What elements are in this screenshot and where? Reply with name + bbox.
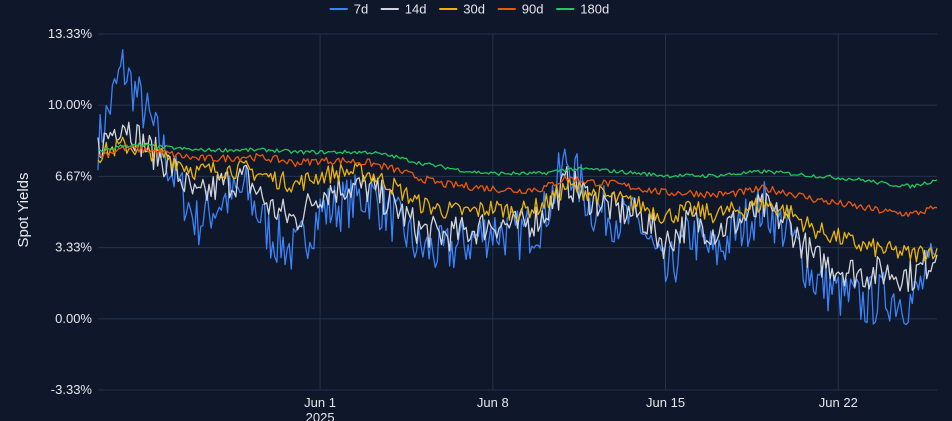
series-line-180d (97, 143, 938, 189)
y-tick-label: 3.33% (55, 240, 92, 255)
x-tick-sublabel: 2025 (306, 410, 335, 421)
legend-label: 7d (354, 2, 368, 17)
series-line-90d (97, 144, 938, 218)
series-line-30d (97, 136, 938, 263)
series-line-7d (97, 49, 938, 326)
legend-item-14d[interactable]: 14d (380, 2, 427, 17)
y-tick-label: 10.00% (48, 97, 93, 112)
series-lines (97, 49, 938, 326)
legend-item-180d[interactable]: 180d (556, 2, 609, 17)
y-axis-title: Spot Yields (15, 172, 32, 247)
legend-label: 30d (463, 2, 485, 17)
series-line-14d (97, 121, 938, 293)
legend-item-90d[interactable]: 90d (497, 2, 544, 17)
legend-item-7d[interactable]: 7d (329, 2, 368, 17)
x-tick-label: Jun 8 (477, 395, 509, 410)
legend-item-30d[interactable]: 30d (439, 2, 485, 17)
legend-label: 180d (580, 2, 609, 17)
x-tick-label: Jun 22 (819, 395, 858, 410)
x-tick-label: Jun 1 (304, 395, 336, 410)
y-tick-label: 13.33% (48, 26, 93, 41)
y-axis: 13.33% 10.00% 6.67% 3.33% 0.00% -3.33% (48, 26, 93, 397)
legend[interactable]: 7d 14d 30d 90d 180d (329, 2, 609, 17)
y-tick-label: 6.67% (55, 168, 92, 183)
y-tick-label: 0.00% (55, 311, 92, 326)
y-tick-label: -3.33% (51, 382, 93, 397)
legend-label: 14d (405, 2, 427, 17)
x-tick-label: Jun 15 (646, 395, 685, 410)
legend-label: 90d (522, 2, 544, 17)
